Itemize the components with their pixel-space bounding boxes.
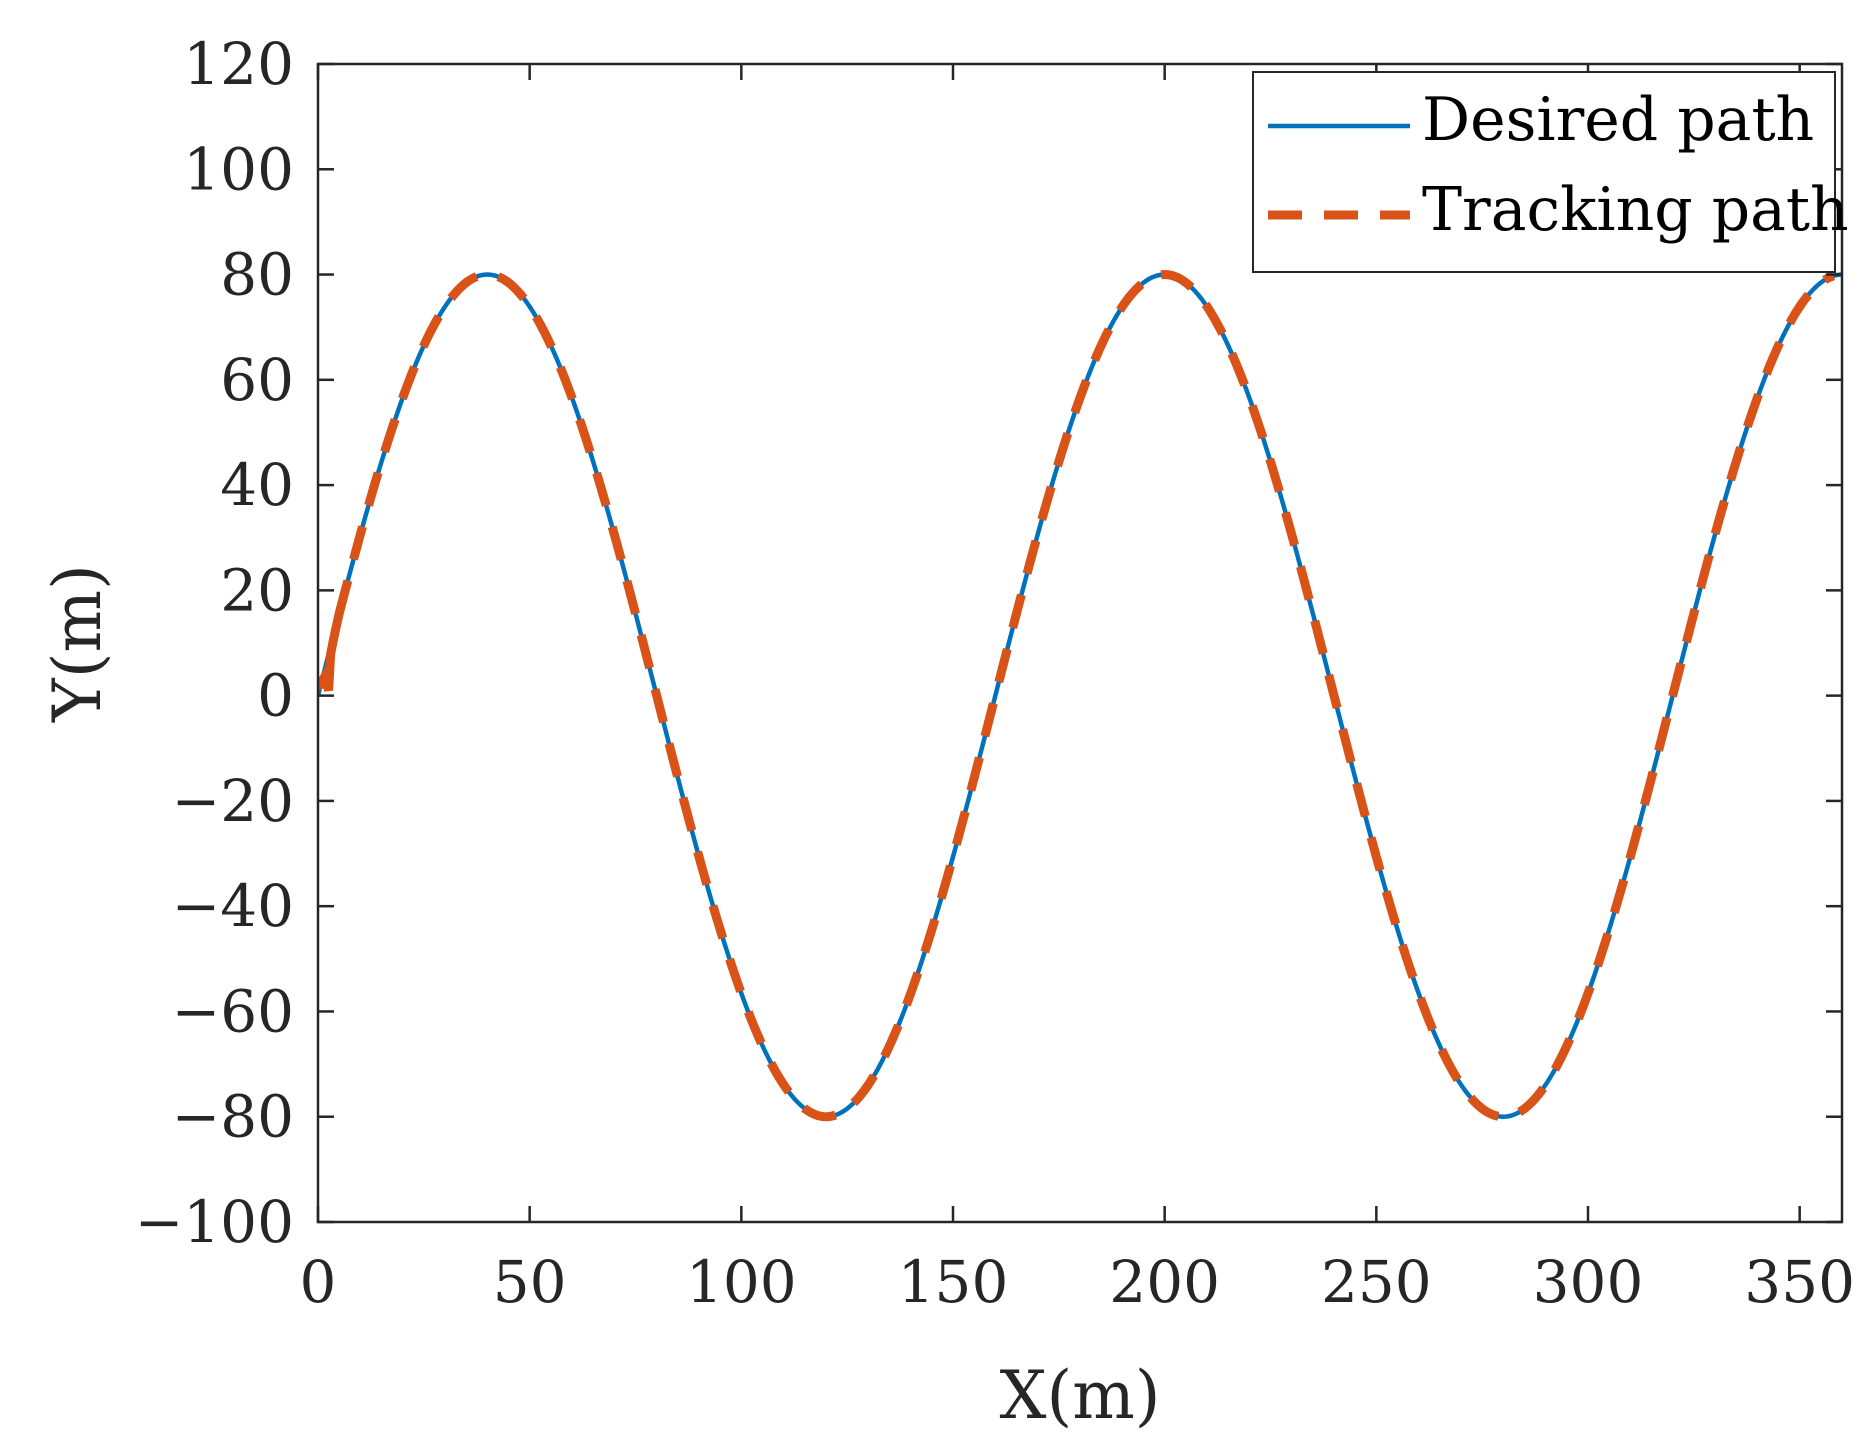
x-axis-label: X(m) [999, 1357, 1160, 1434]
y-tick-label: 80 [220, 241, 294, 309]
x-tick-label: 200 [1109, 1248, 1220, 1316]
y-tick-label: −80 [172, 1083, 294, 1151]
x-tick-label: 250 [1321, 1248, 1432, 1316]
y-tick-label: −60 [172, 977, 294, 1045]
y-axis: −100 −80 −60 −40 −20 0 20 40 60 80 100 120 [135, 30, 1842, 1256]
legend-label-desired-path: Desired path [1422, 85, 1814, 155]
x-tick-label: 100 [686, 1248, 797, 1316]
axes-box [316, 62, 1844, 1224]
y-tick-label: 40 [220, 451, 294, 519]
y-tick-label: 100 [183, 135, 294, 203]
legend-label-tracking-path: Tracking path [1422, 175, 1849, 245]
y-tick-label: 20 [220, 556, 294, 624]
y-tick-label: −20 [172, 767, 294, 835]
y-tick-label: 0 [257, 662, 294, 730]
x-tick-label: 50 [493, 1248, 567, 1316]
x-axis: 0 50 100 150 200 250 300 350 [300, 64, 1855, 1316]
series-line-tracking-path-start [318, 608, 344, 692]
y-tick-label: −100 [135, 1188, 294, 1256]
y-tick-label: 120 [183, 30, 294, 98]
series-layer [318, 270, 1842, 1122]
series-line-tracking-path [334, 270, 1836, 1122]
legend-box [1252, 71, 1836, 273]
x-tick-label: 150 [898, 1248, 1009, 1316]
x-tick-label: 300 [1533, 1248, 1644, 1316]
y-tick-label: 60 [220, 346, 294, 414]
y-tick-label: −40 [172, 872, 294, 940]
x-tick-label: 350 [1744, 1248, 1855, 1316]
legend: Desired path Tracking path [1252, 71, 1849, 273]
y-axis-label: Y(m) [39, 564, 116, 723]
x-tick-label: 0 [300, 1248, 337, 1316]
